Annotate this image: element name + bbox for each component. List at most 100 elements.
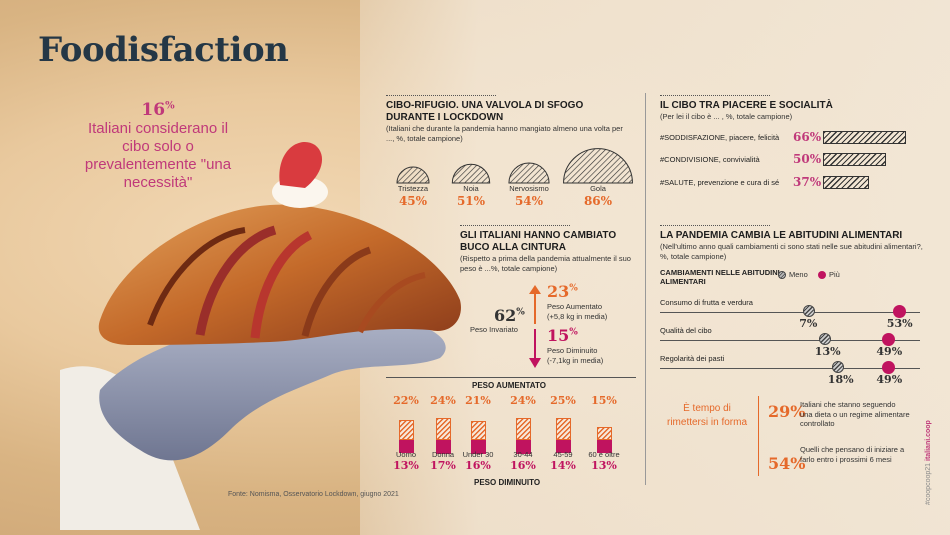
- peso-down-bar: [471, 440, 486, 454]
- dome-label: Tristezza: [397, 184, 429, 193]
- peso-up-bar: [436, 418, 451, 440]
- piacere-label: #SODDISFAZIONE, piacere, felicità: [660, 133, 780, 142]
- diminuito-label: Peso Diminuito: [547, 346, 598, 355]
- peso-top-rule: [386, 377, 636, 378]
- peso-up-value: 25%: [550, 394, 576, 407]
- panel-overlay: [360, 0, 950, 535]
- side-tag-brand: italiani.coop: [925, 420, 932, 461]
- forma-stat-2: 54%: [768, 454, 806, 473]
- peso-down-bar: [597, 440, 612, 453]
- legend-less-swatch: [778, 271, 786, 280]
- left-stat-unit: %: [165, 100, 175, 112]
- legend-more-label: Più: [829, 270, 840, 279]
- legend-more-swatch: [818, 271, 826, 280]
- aumentato-unit: %: [569, 283, 578, 294]
- piacere-subtitle: (Per lei il cibo è ... , %, totale campi…: [660, 112, 793, 121]
- rifugio-subtitle: (Italiani che durante la pandemia hanno …: [386, 124, 623, 143]
- aumentato-note: (+5,8 kg in media): [547, 312, 608, 321]
- diminuito-stat: 15%: [547, 326, 578, 345]
- abitudini-line: [660, 368, 920, 369]
- forma-label: È tempo di rimettersi in forma: [667, 403, 748, 428]
- piu-value: 53%: [886, 317, 913, 330]
- dome-shape: [508, 162, 550, 184]
- peso-up-bar: [516, 418, 531, 440]
- meno-value: 13%: [814, 345, 841, 358]
- peso-down-bar: [556, 440, 571, 453]
- weight-arrows: [529, 285, 541, 368]
- piacere-value: 66%: [793, 130, 822, 144]
- peso-group-label: Under 30: [462, 450, 494, 459]
- abitudini-label: Regolarità dei pasti: [660, 354, 725, 363]
- peso-up-value: 22%: [393, 394, 419, 407]
- abitudini-line: [660, 312, 920, 313]
- diminuito-value: 15: [547, 326, 570, 345]
- abitudini-panel: LA PANDEMIA CAMBIA LE ABITUDINI ALIMENTA…: [660, 225, 930, 261]
- dome-value: 51%: [456, 194, 486, 208]
- forma-bracket: [752, 396, 759, 476]
- meno-value: 7%: [799, 317, 818, 330]
- piu-dot: [892, 305, 906, 318]
- abitudini-label: Qualità del cibo: [660, 326, 712, 335]
- piacere-row: #SALUTE, prevenzione e cura di sé 37%: [660, 175, 935, 190]
- abitudini-line: [660, 340, 920, 341]
- peso-diminuito-heading: PESO DIMINUITO: [474, 478, 541, 487]
- abitudini-label: Consumo di frutta e verdura: [660, 298, 753, 307]
- piu-dot: [882, 333, 896, 346]
- peso-up-value: 15%: [591, 394, 617, 407]
- piacere-bar: [823, 153, 886, 166]
- side-tag-prefix: #coopcoop21: [925, 462, 932, 505]
- peso-up-bar: [597, 426, 612, 440]
- legend-less-label: Meno: [789, 270, 808, 279]
- piu-value: 49%: [876, 373, 903, 386]
- peso-down-bar: [436, 440, 451, 455]
- aumentato-stat: 23%: [547, 282, 578, 301]
- dome-value: 86%: [583, 194, 613, 208]
- invariato-label: Peso Invariato: [470, 325, 518, 334]
- forma-text-2: Quelli che pensano di iniziare a farlo e…: [800, 445, 905, 464]
- section-divider: [460, 225, 570, 226]
- peso-group-label: 45-59: [553, 450, 573, 459]
- forma-stat-1: 29%: [768, 402, 806, 421]
- side-tag: #coopcoop21 italiani.coop: [925, 420, 932, 505]
- peso-group-label: Donna: [431, 450, 455, 459]
- cintura-panel: GLI ITALIANI HANNO CAMBIATO BUCO ALLA CI…: [460, 225, 645, 273]
- abitudini-row: Qualità del cibo 13% 49%: [660, 326, 935, 358]
- diminuito-unit: %: [569, 327, 578, 338]
- piacere-panel: IL CIBO TRA PIACERE E SOCIALITÀ (Per lei…: [660, 95, 930, 122]
- peso-down-value: 17%: [430, 459, 456, 472]
- abitudini-heading: LA PANDEMIA CAMBIA LE ABITUDINI ALIMENTA…: [660, 230, 903, 241]
- domes-svg: [396, 148, 633, 184]
- meno-dot: [818, 333, 831, 345]
- aumentato-value: 23: [547, 282, 570, 301]
- dome-shape: [451, 163, 491, 184]
- dome-shape: [563, 148, 633, 184]
- piacere-label: #SALUTE, prevenzione e cura di sé: [660, 178, 780, 187]
- left-stat-value: 16: [141, 100, 166, 120]
- diminuito-info: Peso Diminuito (-7,1kg in media): [547, 346, 603, 366]
- rifugio-heading: CIBO-RIFUGIO. UNA VALVOLA DI SFOGO DURAN…: [386, 100, 584, 123]
- croissant-illustration: [60, 141, 461, 530]
- rifugio-panel: CIBO-RIFUGIO. UNA VALVOLA DI SFOGO DURAN…: [386, 95, 626, 143]
- dome-shape: [396, 166, 430, 184]
- cintura-subtitle: (Rispetto a prima della pandemia attualm…: [460, 254, 631, 273]
- section-divider: [660, 225, 770, 226]
- peso-down-bar: [399, 440, 414, 453]
- dome-label: Noia: [463, 184, 479, 193]
- left-stat-text: Italiani considerano il cibo solo o prev…: [84, 120, 232, 191]
- left-stat: 16% Italiani considerano il cibo solo o …: [78, 100, 238, 192]
- peso-up-value: 24%: [510, 394, 536, 407]
- peso-down-value: 13%: [591, 459, 617, 472]
- peso-up-bar: [471, 421, 486, 440]
- dome-value: 54%: [514, 194, 544, 208]
- invariato-stat: 62%: [494, 306, 525, 325]
- abitudini-col-heading: CAMBIAMENTI NELLE ABITUDINI ALIMENTARI: [660, 268, 780, 286]
- rifugio-domes: Tristezza 45% Noia 51% Nervosismo 54% Gola 86%: [386, 148, 636, 208]
- aumentato-label: Peso Aumentato: [547, 302, 603, 311]
- peso-aumentato-heading: PESO AUMENTATO: [472, 381, 546, 390]
- peso-up-value: 21%: [465, 394, 491, 407]
- peso-down-value: 14%: [550, 459, 576, 472]
- piacere-value: 50%: [793, 152, 822, 166]
- piacere-value: 37%: [793, 175, 822, 189]
- piacere-label: #CONDIVISIONE, convivialità: [660, 155, 760, 164]
- abitudini-row: Regolarità dei pasti 18% 49%: [660, 354, 935, 386]
